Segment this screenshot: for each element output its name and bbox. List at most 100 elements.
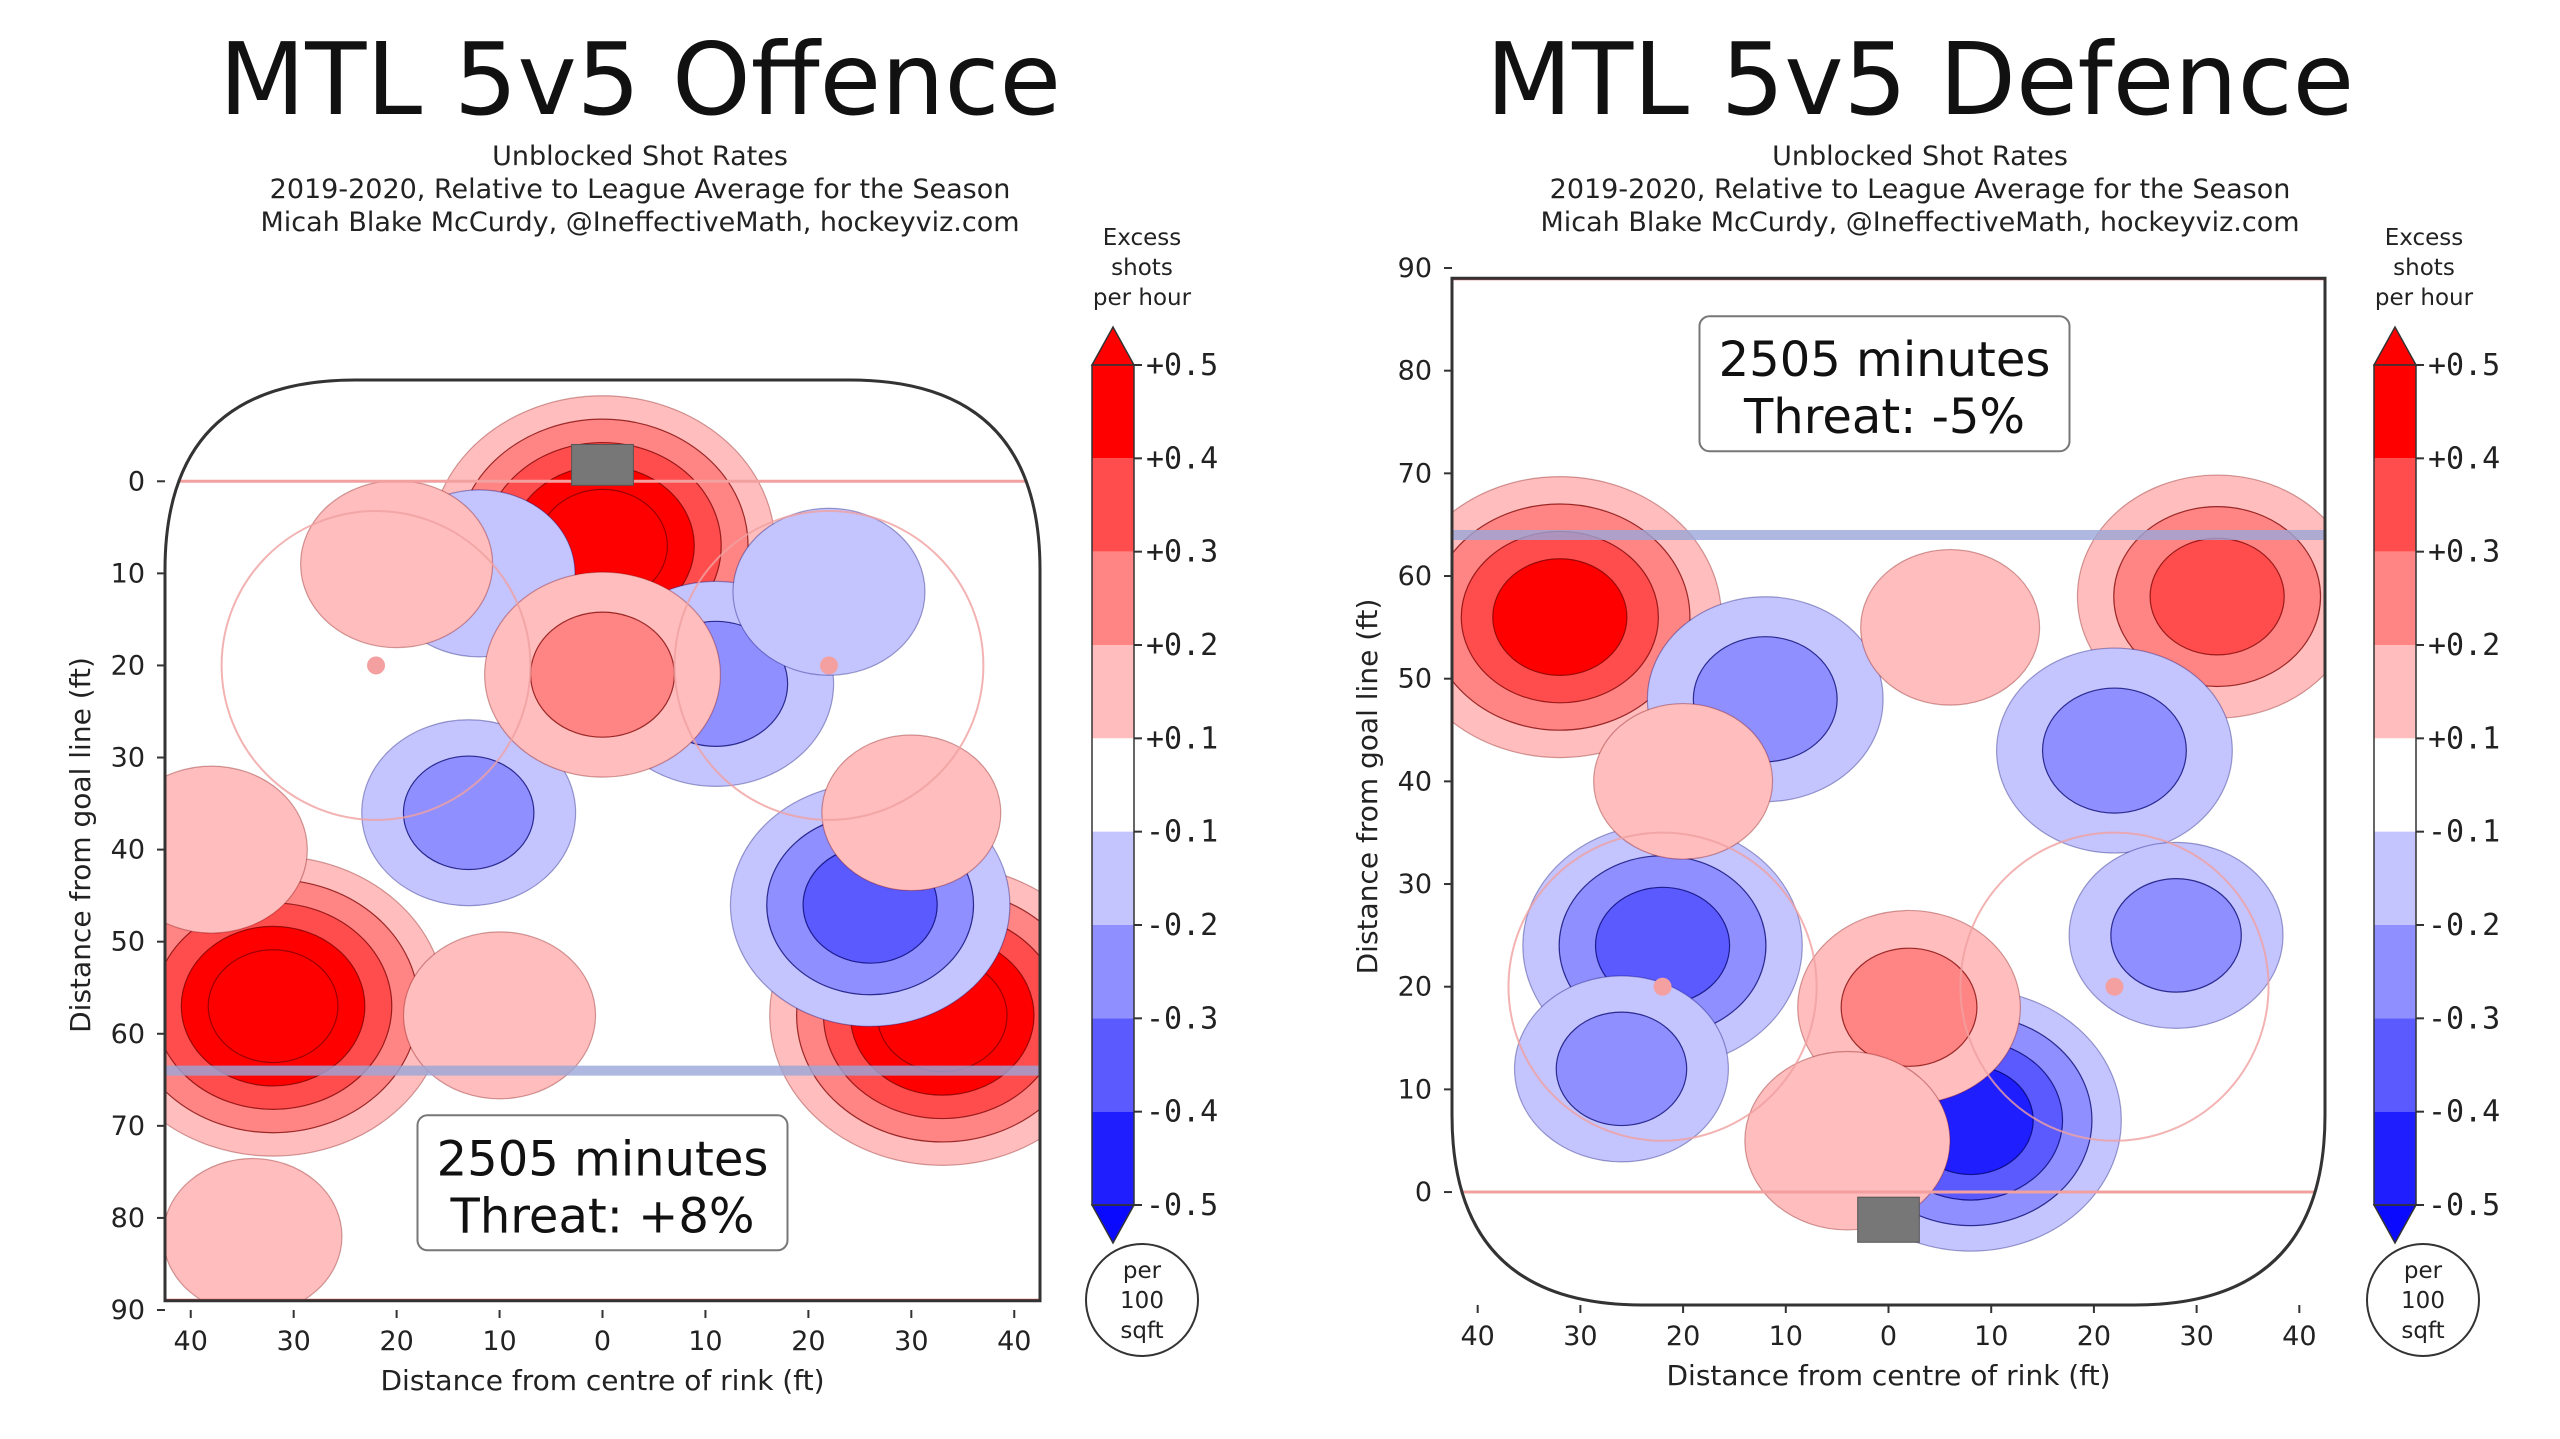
colorbar-band xyxy=(1092,458,1134,552)
x-tick-label: 20 xyxy=(2077,1321,2111,1352)
unit-badge xyxy=(2366,1243,2480,1357)
annotation-frame xyxy=(416,1114,789,1252)
threat-label: Threat: -5% xyxy=(1743,389,2025,445)
y-tick-label: 90 xyxy=(1398,253,1432,284)
y-tick-label: 40 xyxy=(111,835,145,866)
colorbar-title: per hour xyxy=(1093,285,1192,311)
x-tick-label: 30 xyxy=(276,1326,310,1357)
colorbar-level-label: -0.3 xyxy=(1146,1001,1218,1036)
hotspot-7 xyxy=(732,507,926,676)
y-tick-label: 90 xyxy=(111,1295,145,1326)
colorbar-level-label: -0.5 xyxy=(2428,1188,2500,1223)
colorbar-level-label: -0.4 xyxy=(2428,1095,2500,1130)
colorbar-band xyxy=(1092,831,1134,925)
hotspot-9 xyxy=(299,480,494,649)
y-tick-label: 20 xyxy=(1398,972,1432,1003)
contour-band xyxy=(1840,947,1978,1067)
y-tick-label: 50 xyxy=(111,927,145,958)
defence-panel: MTL 5v5 Defence Unblocked Shot Rates 201… xyxy=(1280,0,2560,1439)
unit-label: per xyxy=(2404,1258,2443,1284)
hotspot-11 xyxy=(1860,548,2041,706)
colorbar-band xyxy=(1092,365,1134,459)
unit-badge xyxy=(1085,1243,1199,1357)
y-tick-label: 70 xyxy=(111,1111,145,1142)
unit-label: sqft xyxy=(2401,1318,2444,1344)
colorbar-level-label: +0.4 xyxy=(1146,441,1218,476)
colorbar-level-label: -0.4 xyxy=(1146,1095,1218,1130)
colorbar-band xyxy=(1092,1018,1134,1112)
faceoff-dot xyxy=(819,656,838,675)
contour-band xyxy=(2149,537,2285,656)
y-tick-label: 80 xyxy=(1398,356,1432,387)
unit-label: per xyxy=(1123,1258,1162,1284)
hotspot-5 xyxy=(361,719,577,907)
colorbar-level-label: +0.1 xyxy=(1146,721,1218,756)
colorbar-band xyxy=(1092,645,1134,739)
defence-subtitle-3: Micah Blake McCurdy, @IneffectiveMath, h… xyxy=(1540,207,2300,238)
colorbar-frame xyxy=(1091,364,1135,1206)
colorbar-band xyxy=(2374,551,2416,645)
colorbar-level-label: +0.2 xyxy=(2428,628,2500,663)
colorbar-level-label: +0.5 xyxy=(1146,348,1218,383)
colorbar-band xyxy=(2374,925,2416,1019)
x-tick-label: 20 xyxy=(791,1326,825,1357)
colorbar-level-label: -0.3 xyxy=(2428,1001,2500,1036)
offence-subtitle-3: Micah Blake McCurdy, @IneffectiveMath, h… xyxy=(260,207,1020,238)
y-tick-label: 30 xyxy=(1398,869,1432,900)
colorbar-title: Excess xyxy=(2385,225,2464,251)
x-tick-label: 40 xyxy=(174,1326,208,1357)
y-tick-label: 0 xyxy=(128,466,145,497)
annotation-frame xyxy=(1698,315,2071,453)
faceoff-dot xyxy=(2105,977,2124,996)
contour-band xyxy=(165,765,308,934)
minutes-label: 2505 minutes xyxy=(437,1131,769,1187)
x-tick-label: 10 xyxy=(482,1326,516,1357)
x-tick-label: 20 xyxy=(379,1326,413,1357)
y-tick-label: 40 xyxy=(1398,766,1432,797)
y-tick-label: 10 xyxy=(111,558,145,589)
hotspot-10 xyxy=(165,765,308,934)
contour-band xyxy=(2110,878,2242,993)
hotspot-13 xyxy=(165,1157,343,1301)
unit-label: sqft xyxy=(1120,1318,1163,1344)
faceoff-dot xyxy=(367,656,386,675)
x-tick-label: 30 xyxy=(1563,1321,1597,1352)
hotspot-8 xyxy=(484,571,721,778)
offence-title: MTL 5v5 Offence xyxy=(218,21,1062,138)
colorbar-level-label: -0.1 xyxy=(1146,815,1218,850)
hotspot-9 xyxy=(1744,1050,1951,1231)
y-tick-label: 0 xyxy=(1415,1177,1432,1208)
colorbar-level-label: +0.2 xyxy=(1146,628,1218,663)
colorbar-band xyxy=(2374,831,2416,925)
contour-band xyxy=(299,480,494,649)
colorbar-level-label: +0.5 xyxy=(2428,348,2500,383)
y-tick-label: 20 xyxy=(111,650,145,681)
y-tick-label: 60 xyxy=(1398,561,1432,592)
colorbar-band xyxy=(2374,1018,2416,1112)
colorbar-level-label: +0.3 xyxy=(2428,535,2500,570)
colorbar-level-label: -0.2 xyxy=(1146,908,1218,943)
faceoff-circle xyxy=(673,510,985,821)
colorbar-band xyxy=(2374,645,2416,739)
heatmap-field xyxy=(1452,278,2325,1305)
contour-band xyxy=(1492,558,1628,676)
y-tick-label: 10 xyxy=(1398,1074,1432,1105)
contour-band xyxy=(402,931,597,1100)
rink-boards xyxy=(163,378,1042,1303)
y-tick-label: 30 xyxy=(111,743,145,774)
colorbar-band xyxy=(2374,738,2416,832)
hotspot-5 xyxy=(1995,647,2233,854)
y-tick-label: 50 xyxy=(1398,664,1432,695)
x-tick-label: 30 xyxy=(2179,1321,2213,1352)
defence-title: MTL 5v5 Defence xyxy=(1485,21,2355,138)
colorbar-band xyxy=(2374,458,2416,552)
colorbar-band xyxy=(1092,925,1134,1019)
minutes-label: 2505 minutes xyxy=(1719,332,2051,388)
contour-band xyxy=(2041,687,2187,814)
x-tick-label: 0 xyxy=(1880,1321,1897,1352)
x-tick-label: 40 xyxy=(1460,1321,1494,1352)
offence-chart: 40 30 20 10 0 10 20 30 400102030405060708090Dist… xyxy=(64,225,1218,1397)
offence-subtitle-2: 2019-2020, Relative to League Average fo… xyxy=(269,174,1011,205)
